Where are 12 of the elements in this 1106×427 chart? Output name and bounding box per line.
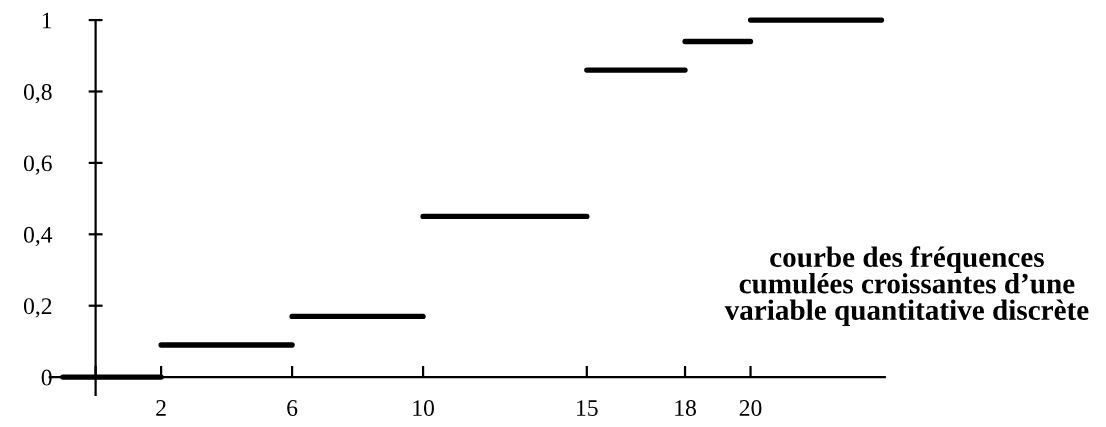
y-tick-label: 0,2: [23, 298, 52, 318]
x-tick-label: 18: [675, 400, 696, 416]
x-tick-label: 15: [577, 400, 598, 416]
x-tick-label: 2: [156, 400, 166, 416]
x-tick-label: 6: [287, 400, 298, 416]
y-tick-label: 0,6: [23, 155, 52, 175]
y-tick-label: 0,4: [23, 226, 53, 247]
x-tick-label: 20: [739, 400, 762, 416]
y-tick-label: 0,8: [23, 83, 52, 104]
x-tick-label: 10: [413, 400, 434, 416]
y-tick-label: 1: [42, 12, 52, 29]
annotation: courbe des fréquences cumulées croissantes d’une variable quantitative discrète: [724, 246, 1089, 326]
